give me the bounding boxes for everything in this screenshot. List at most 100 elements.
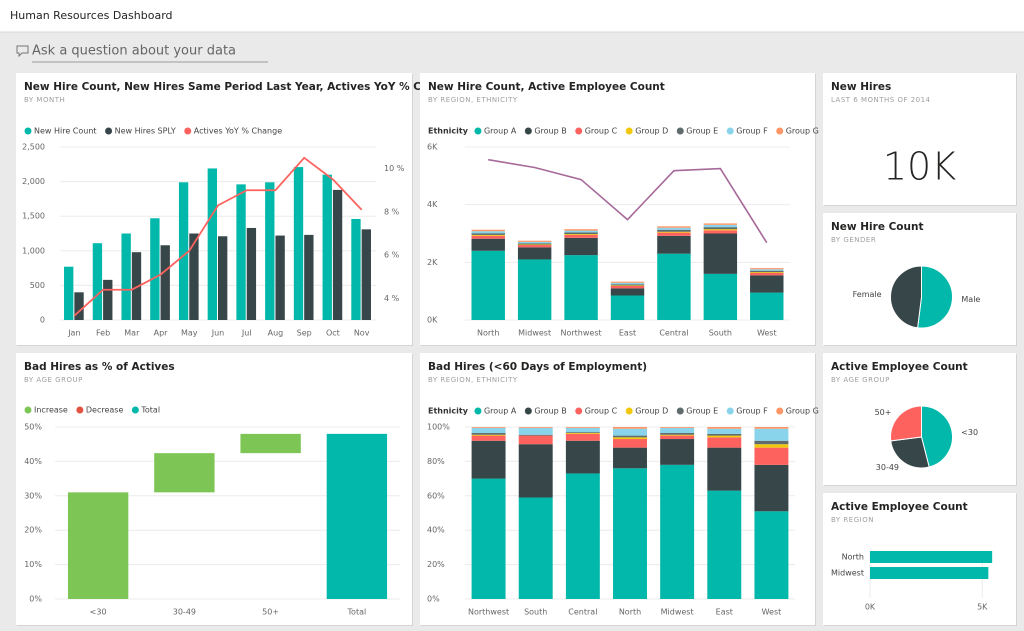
bar xyxy=(870,551,993,563)
x-tick-label: Central xyxy=(659,329,688,338)
y-tick-label: 0% xyxy=(427,595,440,604)
pie-slice xyxy=(889,265,922,329)
x-tick-label: West xyxy=(757,329,777,338)
bar-segment xyxy=(750,275,784,293)
pie-slice xyxy=(890,436,930,469)
bar-segment xyxy=(750,272,784,274)
tile-subtitle: BY AGE GROUP xyxy=(24,376,83,384)
waterfall-bar xyxy=(326,433,388,599)
bar-segment xyxy=(565,427,600,428)
bar-segment xyxy=(660,435,695,440)
y-tick-label: 1,000 xyxy=(22,246,45,255)
tile xyxy=(823,73,1016,205)
legend-label: Group D xyxy=(635,407,668,416)
bar-segment xyxy=(750,273,784,276)
qna-box[interactable]: Ask a question about your data xyxy=(16,44,268,63)
bar-segment xyxy=(750,269,784,271)
x-tick-label: South xyxy=(524,608,547,617)
bar-segment xyxy=(707,435,742,438)
y-tick-label: 1,500 xyxy=(22,212,45,221)
y-tick-label: 8 % xyxy=(384,207,400,216)
legend-label: Group F xyxy=(736,407,768,416)
y-tick-label: 30% xyxy=(24,491,42,500)
x-tick-label: South xyxy=(709,329,732,338)
legend-label: Group D xyxy=(635,127,668,136)
bar-segment xyxy=(707,428,742,434)
tile-title: Active Employee Count xyxy=(831,501,968,513)
x-tick-label: May xyxy=(181,329,198,338)
x-tick-label: Mar xyxy=(124,329,140,338)
bar xyxy=(870,567,989,579)
legend-label: Group E xyxy=(686,127,718,136)
y-tick-label: 6K xyxy=(427,143,438,152)
tile-title: New Hire Count, Active Employee Count xyxy=(428,81,665,93)
legend-marker xyxy=(524,127,532,135)
pie-label: 50+ xyxy=(875,408,892,417)
bar-segment xyxy=(471,234,505,236)
legend-marker xyxy=(105,127,113,135)
y-tick-label: Midwest xyxy=(831,569,864,578)
bar-segment xyxy=(565,427,600,433)
bar-segment xyxy=(471,250,505,320)
bar-segment xyxy=(613,468,647,599)
legend-marker xyxy=(575,127,583,135)
legend-label: Decrease xyxy=(86,406,124,415)
legend-marker xyxy=(776,407,784,415)
legend-title: Ethnicity xyxy=(428,127,469,136)
bar xyxy=(332,189,343,320)
y-tick-label: 4 % xyxy=(384,294,400,303)
bar-segment xyxy=(660,433,695,435)
bar-segment xyxy=(564,234,598,235)
bar-segment xyxy=(471,435,506,441)
legend-marker xyxy=(24,127,32,135)
y-tick-label: 2,000 xyxy=(22,177,45,186)
bar-segment xyxy=(471,427,506,428)
bar-segment xyxy=(707,433,742,436)
tile-subtitle: BY MONTH xyxy=(24,96,65,104)
qna-placeholder[interactable]: Ask a question about your data xyxy=(32,44,236,59)
bar-segment xyxy=(517,243,552,245)
x-tick-label: 50+ xyxy=(262,608,279,617)
bar xyxy=(322,174,332,320)
bar-segment xyxy=(471,433,506,435)
legend-marker xyxy=(726,407,734,415)
bar-segment xyxy=(707,437,742,448)
bar-segment xyxy=(518,434,553,436)
x-tick-label: 30-49 xyxy=(173,608,196,617)
y-tick-label: 40% xyxy=(24,457,42,466)
bar-segment xyxy=(564,230,598,233)
tile-subtitle: BY REGION, ETHNICITY xyxy=(428,96,518,104)
bar-segment xyxy=(471,229,505,232)
bar-segment xyxy=(564,234,598,238)
bar-segment xyxy=(564,232,598,235)
bar xyxy=(218,236,228,320)
line xyxy=(73,156,363,317)
bar-segment xyxy=(657,235,691,254)
bar-segment xyxy=(754,427,789,429)
bar-segment xyxy=(750,292,784,320)
bar-segment xyxy=(518,435,553,445)
y-tick-label: 0K xyxy=(427,316,438,325)
y-tick-label: 2K xyxy=(427,258,438,267)
x-tick-label: North xyxy=(477,329,499,338)
bar xyxy=(103,279,113,320)
bar-segment xyxy=(471,238,505,251)
y-tick-label: 50% xyxy=(24,423,42,432)
x-tick-label: Feb xyxy=(96,329,110,338)
bar-segment xyxy=(564,255,598,320)
bar-segment xyxy=(703,223,738,225)
tile-subtitle: BY AGE GROUP xyxy=(831,376,890,384)
bar xyxy=(293,167,304,320)
bar-segment xyxy=(707,447,742,491)
legend-marker xyxy=(676,127,684,135)
y-tick-label: 20% xyxy=(427,560,445,569)
bar-segment xyxy=(517,245,552,248)
bar-segment xyxy=(613,435,647,438)
legend-marker xyxy=(131,406,139,414)
x-tick-label: Jan xyxy=(67,329,80,338)
bar-segment xyxy=(707,427,742,429)
legend-label: Total xyxy=(140,406,160,415)
x-tick-label: East xyxy=(619,329,636,338)
y-tick-label: 20% xyxy=(24,526,42,535)
legend-title: Ethnicity xyxy=(428,407,469,416)
